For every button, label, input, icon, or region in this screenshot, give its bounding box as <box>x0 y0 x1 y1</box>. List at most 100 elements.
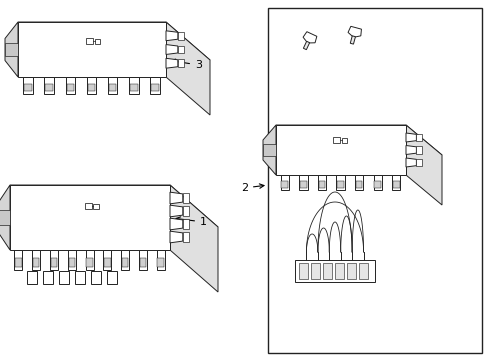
Polygon shape <box>18 22 210 60</box>
Polygon shape <box>5 22 18 77</box>
Bar <box>183 206 189 216</box>
Bar <box>299 263 308 279</box>
Bar <box>337 181 344 188</box>
Bar <box>75 270 85 284</box>
Bar <box>51 258 57 266</box>
Bar <box>66 77 75 94</box>
Bar <box>24 77 33 94</box>
Text: 1: 1 <box>176 217 207 227</box>
Bar <box>140 258 146 266</box>
Bar <box>104 258 111 266</box>
Polygon shape <box>170 185 218 292</box>
Polygon shape <box>10 185 170 250</box>
Bar <box>318 181 325 188</box>
Bar <box>88 84 95 91</box>
Bar <box>392 175 400 190</box>
Polygon shape <box>170 192 183 204</box>
Bar <box>268 8 482 353</box>
Text: 2: 2 <box>241 183 264 193</box>
Bar <box>342 138 347 143</box>
Polygon shape <box>406 145 416 154</box>
Bar <box>129 77 139 94</box>
Bar <box>93 203 98 209</box>
Bar <box>323 263 332 279</box>
Bar <box>139 250 147 270</box>
Bar <box>33 258 39 266</box>
Polygon shape <box>166 31 178 41</box>
Polygon shape <box>10 185 218 227</box>
Bar <box>86 250 94 270</box>
Bar <box>87 77 96 94</box>
Text: 3: 3 <box>171 59 202 70</box>
Bar <box>281 175 289 190</box>
Bar <box>15 258 22 266</box>
Polygon shape <box>166 22 210 115</box>
Bar <box>281 181 288 188</box>
Bar <box>355 175 363 190</box>
Bar <box>178 32 184 40</box>
Bar <box>107 270 117 284</box>
Bar <box>121 250 129 270</box>
Bar <box>109 84 117 91</box>
Bar <box>393 181 399 188</box>
Bar <box>130 84 138 91</box>
Bar <box>27 270 37 284</box>
Polygon shape <box>0 210 10 225</box>
Bar <box>335 263 344 279</box>
Polygon shape <box>406 133 416 142</box>
Polygon shape <box>18 22 166 77</box>
Bar <box>157 250 165 270</box>
Bar <box>416 147 421 154</box>
Bar <box>122 258 128 266</box>
Polygon shape <box>170 231 183 243</box>
Bar <box>43 270 53 284</box>
Polygon shape <box>350 36 355 44</box>
Bar <box>311 263 320 279</box>
Bar <box>373 175 382 190</box>
Bar <box>359 263 368 279</box>
Bar <box>69 258 75 266</box>
Bar <box>336 175 344 190</box>
Bar <box>347 263 356 279</box>
Bar <box>59 270 69 284</box>
Bar <box>178 46 184 54</box>
Polygon shape <box>348 26 362 37</box>
Bar <box>183 219 189 229</box>
Bar <box>103 250 111 270</box>
Bar <box>86 38 93 44</box>
Bar <box>151 84 159 91</box>
Bar <box>178 59 184 67</box>
Bar <box>46 84 53 91</box>
Bar <box>183 193 189 203</box>
Polygon shape <box>166 45 178 54</box>
Bar <box>32 250 40 270</box>
Polygon shape <box>5 43 18 56</box>
Bar <box>14 250 23 270</box>
Bar <box>24 84 32 91</box>
Bar <box>318 175 326 190</box>
Bar <box>91 270 101 284</box>
Bar <box>416 134 421 141</box>
Bar <box>67 84 74 91</box>
Bar <box>300 181 307 188</box>
Bar <box>356 181 363 188</box>
Bar <box>45 77 54 94</box>
Polygon shape <box>406 125 442 205</box>
Polygon shape <box>276 125 406 175</box>
Bar <box>86 258 93 266</box>
Polygon shape <box>166 58 178 68</box>
Bar <box>416 159 421 166</box>
Bar <box>295 260 375 282</box>
Bar <box>108 77 118 94</box>
Bar <box>157 258 164 266</box>
Polygon shape <box>0 185 10 250</box>
Bar <box>95 39 100 44</box>
Bar <box>68 250 76 270</box>
Polygon shape <box>303 32 317 43</box>
Polygon shape <box>170 205 183 217</box>
Bar <box>333 137 340 143</box>
Polygon shape <box>303 41 310 50</box>
Bar <box>150 77 160 94</box>
Polygon shape <box>406 158 416 167</box>
Polygon shape <box>170 218 183 230</box>
